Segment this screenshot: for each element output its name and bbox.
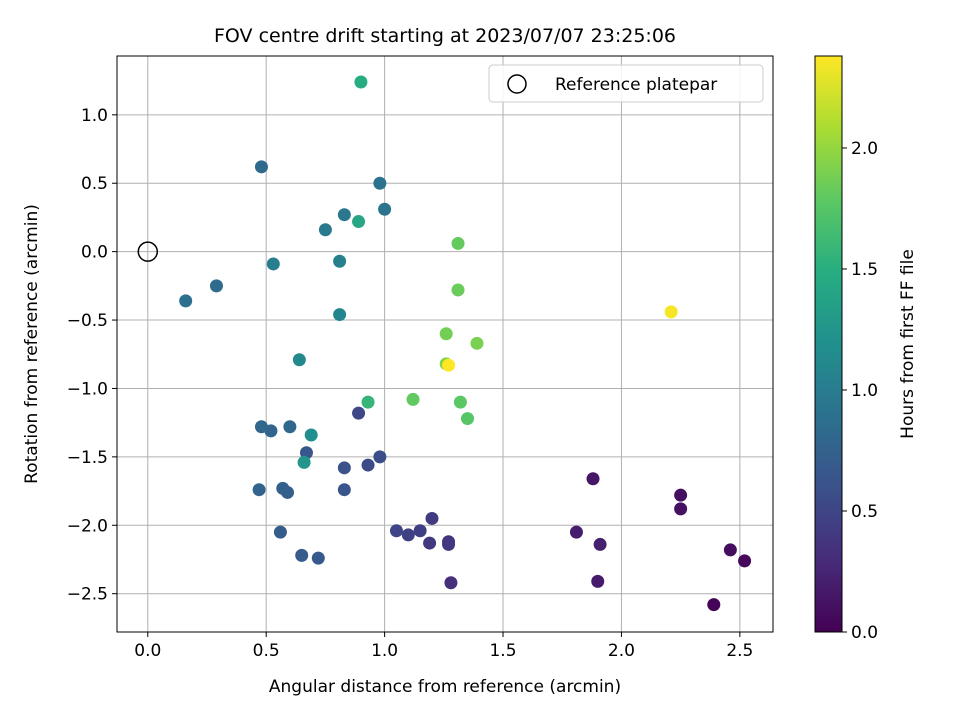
data-point <box>266 257 280 271</box>
data-point <box>254 160 268 174</box>
data-point <box>674 502 688 516</box>
x-tick-label: 2.5 <box>726 641 753 661</box>
legend-marker-icon <box>507 74 527 94</box>
data-point <box>333 308 347 322</box>
data-point <box>254 420 268 434</box>
data-point <box>209 279 223 293</box>
grid-lines <box>117 56 773 632</box>
colorbar-tick-label: 1.5 <box>851 260 878 280</box>
y-axis-ticks: 1.0 0.5 0.0 −0.5 −1.0 −1.5 −2.0 −2.5 <box>67 106 117 605</box>
data-point <box>318 223 332 237</box>
data-point <box>389 524 403 538</box>
y-tick-label: −1.0 <box>67 379 108 399</box>
data-points <box>179 75 752 612</box>
reference-marker-group <box>137 241 159 262</box>
x-tick-label: 0.0 <box>134 641 161 661</box>
y-tick-label: −2.5 <box>67 585 108 605</box>
legend-entry-label: Reference platepar <box>555 75 717 95</box>
data-point <box>470 336 484 350</box>
data-point <box>401 528 415 542</box>
y-tick-label: −1.5 <box>67 448 108 468</box>
data-point <box>569 525 583 539</box>
plot-frame <box>116 55 774 633</box>
data-point <box>333 254 347 268</box>
data-point <box>442 358 456 372</box>
data-point <box>591 574 605 588</box>
data-point <box>297 455 311 469</box>
data-point <box>413 524 427 538</box>
data-point <box>361 458 375 472</box>
plot-area: 0.0 0.5 1.0 1.5 2.0 2.5 1.0 0.5 0.0 −0.5 −1.0 −1.5… <box>67 55 774 661</box>
data-point <box>337 461 351 475</box>
data-point <box>439 327 453 341</box>
x-axis-label: Angular distance from reference (arcmin) <box>269 677 621 697</box>
colorbar: 0.0 0.5 1.0 1.5 2.0 Hours from first FF file <box>814 55 918 643</box>
y-tick-label: 0.0 <box>81 243 108 263</box>
data-point <box>304 428 318 442</box>
y-tick-label: −0.5 <box>67 311 108 331</box>
data-point <box>451 236 465 250</box>
data-point <box>423 536 437 550</box>
data-point <box>354 75 368 89</box>
data-point <box>378 202 392 216</box>
data-point <box>738 554 752 568</box>
data-point <box>352 215 366 229</box>
colorbar-ticks: 0.0 0.5 1.0 1.5 2.0 <box>842 139 878 643</box>
x-tick-label: 0.5 <box>253 641 280 661</box>
data-point <box>292 353 306 367</box>
colorbar-tick-label: 0.0 <box>851 623 878 643</box>
chart-title: FOV centre drift starting at 2023/07/07 … <box>214 25 676 47</box>
data-point <box>252 483 266 497</box>
data-point <box>283 420 297 434</box>
x-tick-label: 1.5 <box>489 641 516 661</box>
data-point <box>460 412 474 426</box>
data-point <box>425 511 439 525</box>
data-point <box>451 283 465 297</box>
data-point <box>273 525 287 539</box>
colorbar-gradient <box>814 55 843 633</box>
data-point <box>674 488 688 502</box>
y-tick-label: 1.0 <box>81 106 108 126</box>
colorbar-tick-label: 2.0 <box>851 139 878 159</box>
y-tick-label: 0.5 <box>81 174 108 194</box>
data-point <box>373 176 387 190</box>
data-point <box>406 392 420 406</box>
data-point <box>337 208 351 222</box>
data-point <box>444 576 458 590</box>
x-tick-label: 2.0 <box>608 641 635 661</box>
data-point <box>586 472 600 486</box>
data-point <box>179 294 193 308</box>
data-point <box>593 537 607 551</box>
data-point <box>361 395 375 409</box>
colorbar-label: Hours from first FF file <box>898 249 918 439</box>
colorbar-tick-label: 1.0 <box>851 381 878 401</box>
y-axis-label: Rotation from reference (arcmin) <box>22 204 42 484</box>
legend: Reference platepar <box>488 64 764 103</box>
colorbar-tick-label: 0.5 <box>851 502 878 522</box>
data-point <box>337 483 351 497</box>
data-point <box>723 543 737 557</box>
data-point <box>373 450 387 464</box>
reference-platepar-marker <box>137 241 159 262</box>
y-tick-label: −2.0 <box>67 516 108 536</box>
data-point <box>295 548 309 562</box>
data-point <box>707 598 721 612</box>
legend-box <box>488 64 764 103</box>
data-point <box>311 551 325 565</box>
plot-background <box>117 56 773 632</box>
data-point <box>453 395 467 409</box>
data-point <box>664 305 678 319</box>
x-tick-label: 1.0 <box>371 641 398 661</box>
data-point <box>352 406 366 420</box>
data-point <box>442 537 456 551</box>
x-axis-ticks: 0.0 0.5 1.0 1.5 2.0 2.5 <box>134 632 753 661</box>
data-point <box>276 481 290 495</box>
